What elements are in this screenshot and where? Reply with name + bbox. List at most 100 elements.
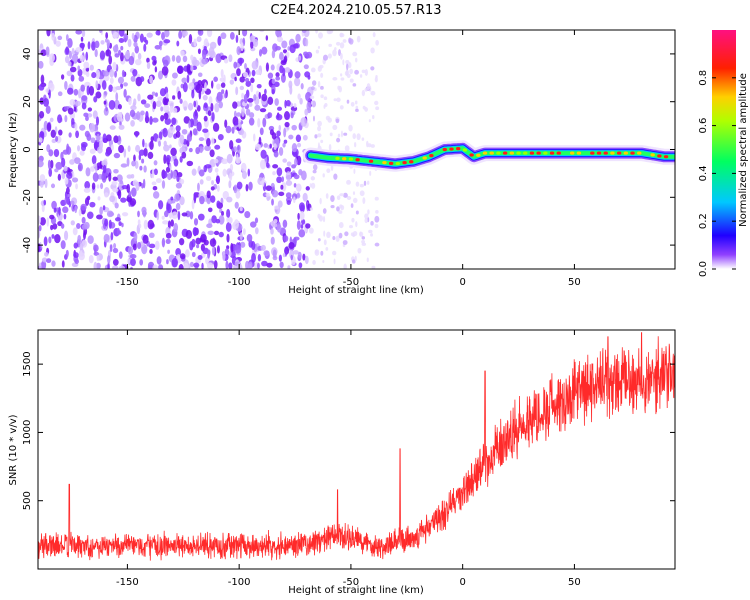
noise-blob (85, 51, 89, 61)
noise-blob (339, 105, 344, 110)
noise-blob (214, 102, 220, 113)
noise-blob (188, 147, 193, 153)
noise-blob (356, 35, 361, 43)
noise-blob (38, 229, 41, 239)
noise-blob (326, 231, 331, 239)
noise-blob (172, 170, 177, 180)
noise-blob (130, 105, 137, 111)
ridge-peak (516, 151, 521, 155)
noise-blob (193, 218, 199, 226)
noise-blob (96, 184, 100, 189)
noise-blob (346, 195, 352, 200)
noise-blob (175, 182, 182, 189)
noise-blob (221, 211, 224, 216)
noise-blob (322, 173, 325, 178)
noise-blob (206, 30, 213, 38)
noise-blob (248, 117, 255, 126)
noise-blob (91, 155, 97, 165)
noise-blob (298, 229, 306, 238)
noise-blob (344, 231, 349, 237)
noise-blob (301, 30, 307, 34)
noise-blob (214, 144, 221, 150)
noise-blob (319, 64, 324, 69)
noise-blob (254, 143, 261, 151)
noise-blob (55, 40, 61, 47)
ridge-peak (415, 158, 421, 162)
noise-blob (299, 210, 305, 221)
noise-blob (79, 249, 83, 257)
noise-blob (265, 62, 269, 72)
noise-blob (112, 265, 119, 269)
noise-blob (57, 114, 63, 124)
signal-ridge (302, 140, 675, 172)
noise-blob (317, 213, 321, 219)
noise-blob (85, 67, 90, 72)
noise-blob (333, 258, 336, 265)
noise-blob (121, 222, 124, 228)
noise-blob (91, 41, 96, 51)
noise-blob (270, 236, 275, 245)
noise-blob (295, 33, 301, 43)
noise-blob (186, 74, 190, 84)
noise-blob (46, 122, 52, 132)
noise-blob (151, 168, 155, 179)
noise-blob (258, 91, 261, 100)
noise-blob (179, 196, 185, 206)
noise-blob (179, 98, 183, 104)
noise-blob (105, 134, 112, 142)
noise-blob (163, 39, 171, 44)
noise-blob (328, 30, 334, 34)
noise-blob (170, 219, 175, 227)
noise-blob (170, 156, 174, 163)
noise-blob (329, 132, 333, 137)
noise-blob (198, 30, 202, 35)
noise-blobs (38, 30, 380, 269)
noise-blob (158, 40, 163, 47)
noise-blob (349, 78, 354, 83)
ridge-peak (462, 148, 468, 152)
noise-blob (349, 68, 354, 75)
noise-blob (300, 224, 304, 229)
noise-blob (354, 142, 357, 148)
noise-blob (170, 147, 177, 157)
noise-blob (178, 30, 183, 39)
noise-blob (85, 115, 89, 121)
noise-blob (191, 238, 196, 248)
ridge-peak (388, 161, 394, 165)
noise-blob (221, 158, 228, 165)
noise-blob (78, 208, 82, 217)
ridge-peak (556, 151, 561, 155)
y-tick-label: -20 (22, 189, 33, 205)
noise-blob (323, 239, 327, 246)
noise-blob (175, 55, 181, 64)
noise-blob (66, 196, 71, 205)
noise-blob (225, 260, 229, 269)
noise-blob (38, 84, 45, 91)
noise-blob (58, 206, 61, 216)
noise-blob (225, 222, 232, 232)
noise-blob (81, 30, 86, 38)
noise-blob (312, 115, 315, 122)
noise-blob (118, 38, 125, 43)
ridge-peak (603, 151, 608, 155)
noise-blob (250, 83, 254, 93)
noise-blob (75, 183, 78, 190)
noise-blob (103, 233, 110, 243)
noise-blob (131, 160, 136, 167)
noise-blob (247, 97, 254, 103)
noise-blob (66, 171, 73, 179)
noise-blob (295, 183, 302, 192)
noise-blob (47, 159, 51, 170)
ridge-peak (630, 151, 635, 155)
noise-blob (289, 44, 296, 54)
noise-blob (215, 177, 220, 183)
noise-blob (55, 136, 59, 142)
noise-blob (161, 170, 168, 179)
noise-blob (152, 117, 159, 123)
y-tick-label: 1000 (22, 420, 33, 445)
noise-blob (226, 233, 230, 243)
noise-blob (165, 166, 171, 173)
noise-blob (88, 85, 95, 96)
noise-blob (151, 91, 156, 96)
noise-blob (77, 68, 83, 77)
